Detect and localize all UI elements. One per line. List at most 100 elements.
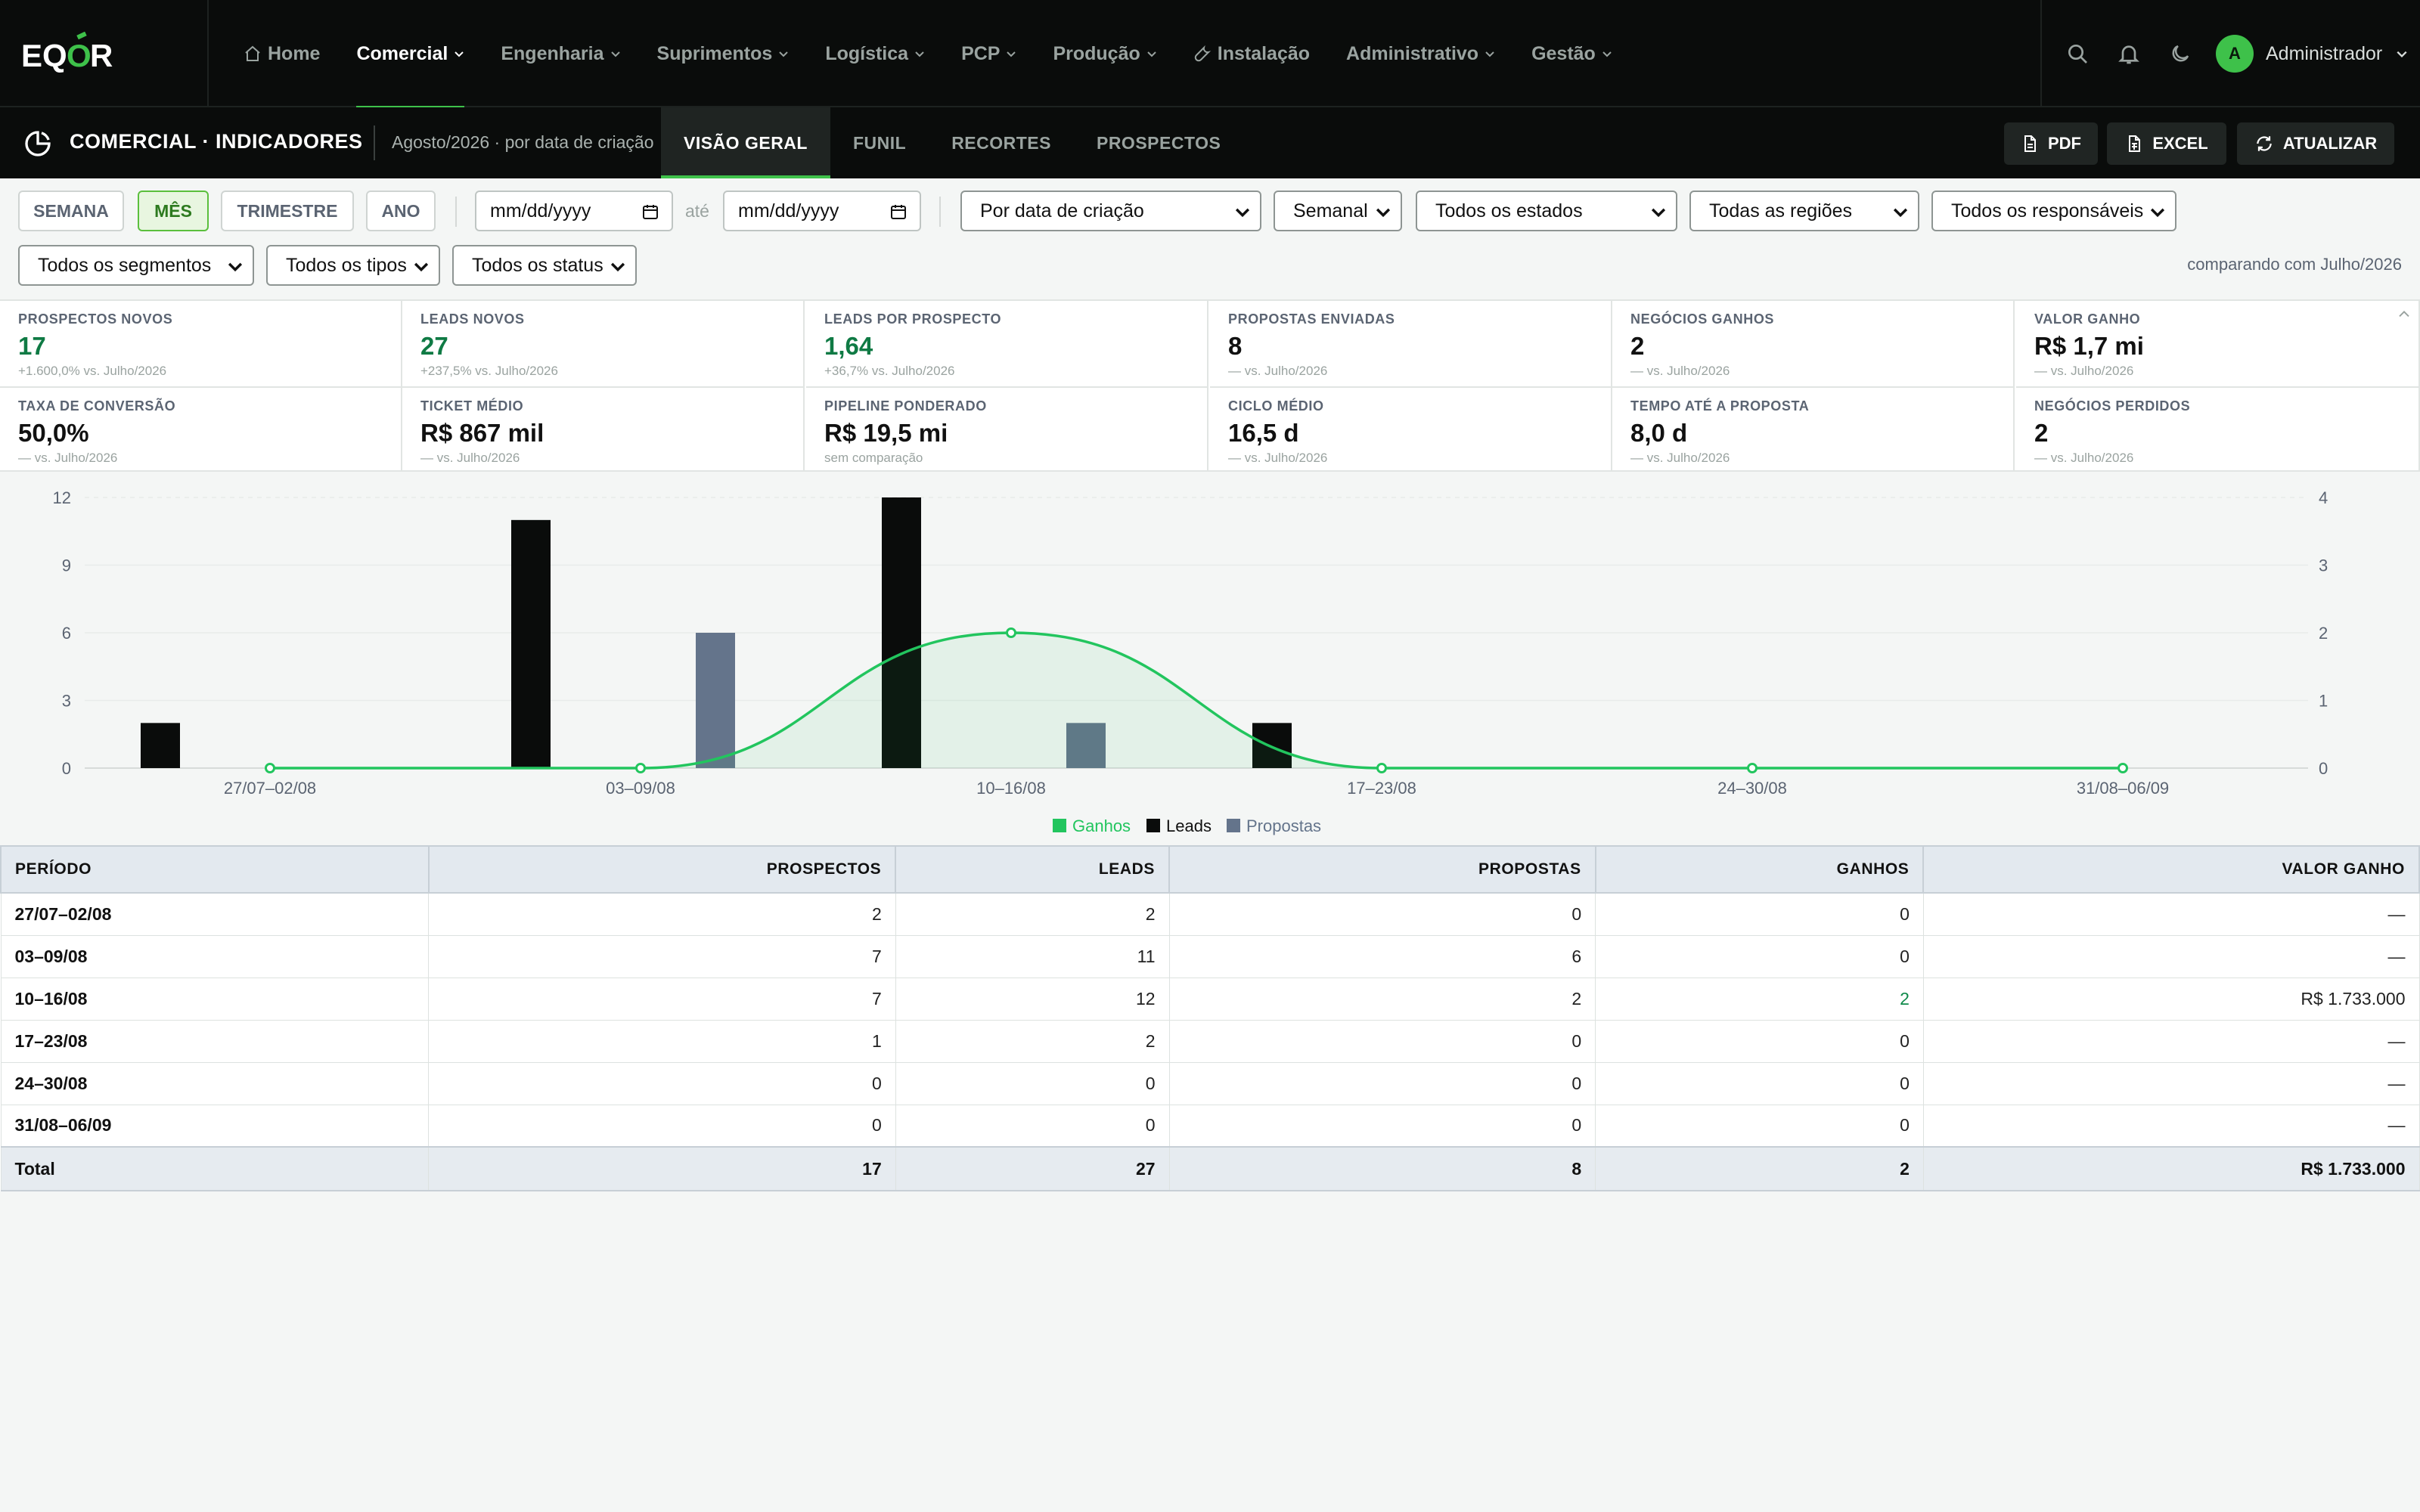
chevron-down-icon xyxy=(1893,208,1908,218)
table-total-row: Total 17 27 8 2 R$ 1.733.000 xyxy=(0,1146,2420,1191)
nav-item-instalacao[interactable]: Instalação xyxy=(1175,0,1328,107)
nav-item-label: Comercial xyxy=(356,42,448,64)
nav-item-suprimentos[interactable]: Suprimentos xyxy=(639,0,808,107)
nav-item-administrativo[interactable]: Administrativo xyxy=(1328,0,1513,107)
table-row: 31/08–06/09 0 0 0 0 — xyxy=(0,1104,2420,1148)
nav-item-home[interactable]: Home xyxy=(225,0,338,107)
kpi-value: 8 xyxy=(1228,332,1243,360)
legend-swatch xyxy=(1053,819,1066,832)
table-cell: 0 xyxy=(1595,1104,1924,1148)
notifications-button[interactable] xyxy=(2114,39,2143,68)
tab-prospectos[interactable]: PROSPECTOS xyxy=(1096,132,1221,153)
table-cell: 0 xyxy=(1595,1061,1924,1105)
kpi-comparison: sem comparação xyxy=(824,451,923,465)
column-header-prospectos[interactable]: PROSPECTOS xyxy=(427,845,897,894)
kpi-card: VALOR GANHO R$ 1,7 mi — vs. Julho/2026 xyxy=(2016,301,2420,386)
point-ganhos xyxy=(2118,763,2128,773)
chevron-down-icon xyxy=(1235,208,1250,218)
calendar-icon[interactable] xyxy=(641,203,659,221)
kpi-comparison: +237,5% vs. Julho/2026 xyxy=(420,364,558,378)
chevron-up-icon[interactable] xyxy=(2397,310,2411,319)
nav-item-engenharia[interactable]: Engenharia xyxy=(482,0,638,107)
table-cell: 24–30/08 xyxy=(0,1061,430,1105)
table-header-row: PERÍODO PROSPECTOS LEADS PROPOSTAS GANHO… xyxy=(0,845,2420,894)
date-basis-select[interactable]: Por data de criação xyxy=(960,191,1261,231)
select-value: Todos os estados xyxy=(1435,200,1583,222)
calendar-icon[interactable] xyxy=(889,203,908,221)
point-ganhos xyxy=(635,763,646,773)
table-cell: 0 xyxy=(895,1061,1170,1105)
search-button[interactable] xyxy=(2063,39,2092,68)
chevron-down-icon xyxy=(228,262,243,272)
tab-visao-geral[interactable]: VISÃO GERAL xyxy=(661,107,830,178)
tab-recortes[interactable]: RECORTES xyxy=(951,132,1051,153)
table-row: 17–23/08 1 2 0 0 — xyxy=(0,1019,2420,1063)
nav-item-label: Logística xyxy=(825,42,909,64)
table-cell: — xyxy=(1922,934,2420,978)
nav-item-producao[interactable]: Produção xyxy=(1035,0,1174,107)
table-cell: 27/07–02/08 xyxy=(0,892,430,936)
region-select[interactable]: Todas as regiões xyxy=(1689,191,1919,231)
refresh-button-label: ATUALIZAR xyxy=(2282,134,2378,153)
table-cell: 03–09/08 xyxy=(0,934,430,978)
table-cell: 2 xyxy=(895,892,1170,936)
owner-select[interactable]: Todos os responsáveis xyxy=(1931,191,2176,231)
legend-label: Leads xyxy=(1166,816,1212,835)
nav-item-gestao[interactable]: Gestão xyxy=(1513,0,1630,107)
column-header-propostas[interactable]: PROPOSTAS xyxy=(1168,845,1596,894)
table-row: 24–30/08 0 0 0 0 — xyxy=(0,1061,2420,1105)
column-header-valor-ganho[interactable]: VALOR GANHO xyxy=(1922,845,2420,894)
status-select[interactable]: Todos os status xyxy=(452,245,637,286)
period-chip-ano[interactable]: ANO xyxy=(366,191,436,231)
legend-label: Propostas xyxy=(1246,816,1321,835)
logo[interactable]: EQ O R xyxy=(21,32,188,76)
y2-tick-label: 4 xyxy=(2319,488,2328,507)
kpi-label: CICLO MÉDIO xyxy=(1228,398,1324,414)
date-from-input[interactable]: mm/dd/yyyy xyxy=(475,191,673,231)
user-menu[interactable]: A Administrador xyxy=(2216,35,2408,73)
type-select[interactable]: Todos os tipos xyxy=(266,245,440,286)
kpi-value: 27 xyxy=(420,332,448,360)
column-header-leads[interactable]: LEADS xyxy=(895,845,1171,894)
state-select[interactable]: Todos os estados xyxy=(1416,191,1677,231)
table-cell: 0 xyxy=(1168,1061,1596,1105)
kpi-card: TICKET MÉDIO R$ 867 mil — vs. Julho/2026 xyxy=(402,386,805,472)
bar-leads xyxy=(1252,723,1292,768)
table-cell: — xyxy=(1922,1061,2420,1105)
select-value: Todos os segmentos xyxy=(38,254,212,276)
refresh-button[interactable]: ATUALIZAR xyxy=(2237,122,2394,165)
nav-item-comercial[interactable]: Comercial xyxy=(338,0,482,109)
divider xyxy=(939,197,941,227)
period-chip-trimestre[interactable]: TRIMESTRE xyxy=(221,191,354,231)
table-cell: 0 xyxy=(428,1061,896,1105)
table-row: 10–16/08 7 12 2 2 R$ 1.733.000 xyxy=(0,977,2420,1021)
theme-toggle-button[interactable] xyxy=(2166,39,2195,68)
date-to-input[interactable]: mm/dd/yyyy xyxy=(723,191,921,231)
pdf-button[interactable]: PDF xyxy=(2004,122,2098,165)
column-header-ganhos[interactable]: GANHOS xyxy=(1594,845,1925,894)
select-value: Todas as regiões xyxy=(1709,200,1853,222)
table-cell: 27 xyxy=(895,1146,1170,1191)
granularity-select[interactable]: Semanal xyxy=(1274,191,1402,231)
kpi-label: TEMPO ATÉ A PROPOSTA xyxy=(1630,398,1810,414)
nav-item-pcp[interactable]: PCP xyxy=(943,0,1035,107)
y-tick-label: 0 xyxy=(62,759,71,778)
nav-item-logistica[interactable]: Logística xyxy=(807,0,943,107)
table-cell: 0 xyxy=(1595,934,1924,978)
segment-select[interactable]: Todos os segmentos xyxy=(18,245,254,286)
svg-text:O: O xyxy=(67,38,92,73)
kpi-comparison: — vs. Julho/2026 xyxy=(1630,364,1730,378)
column-header-periodo[interactable]: PERÍODO xyxy=(0,845,430,894)
kpi-comparison: — vs. Julho/2026 xyxy=(1630,451,1730,465)
kpi-label: PROSPECTOS NOVOS xyxy=(18,311,173,327)
kpi-card: PIPELINE PONDERADO R$ 19,5 mi sem compar… xyxy=(806,386,1208,472)
nav-item-label: Produção xyxy=(1053,42,1140,64)
excel-button[interactable]: EXCEL xyxy=(2107,122,2226,165)
period-chip-mes[interactable]: MÊS xyxy=(138,191,209,231)
table-cell: 0 xyxy=(1168,892,1596,936)
y-tick-label: 6 xyxy=(62,624,71,643)
period-chip-semana[interactable]: SEMANA xyxy=(18,191,124,231)
select-value: Todos os status xyxy=(472,254,603,276)
bar-leads xyxy=(141,723,180,768)
tab-funil[interactable]: FUNIL xyxy=(852,132,907,153)
